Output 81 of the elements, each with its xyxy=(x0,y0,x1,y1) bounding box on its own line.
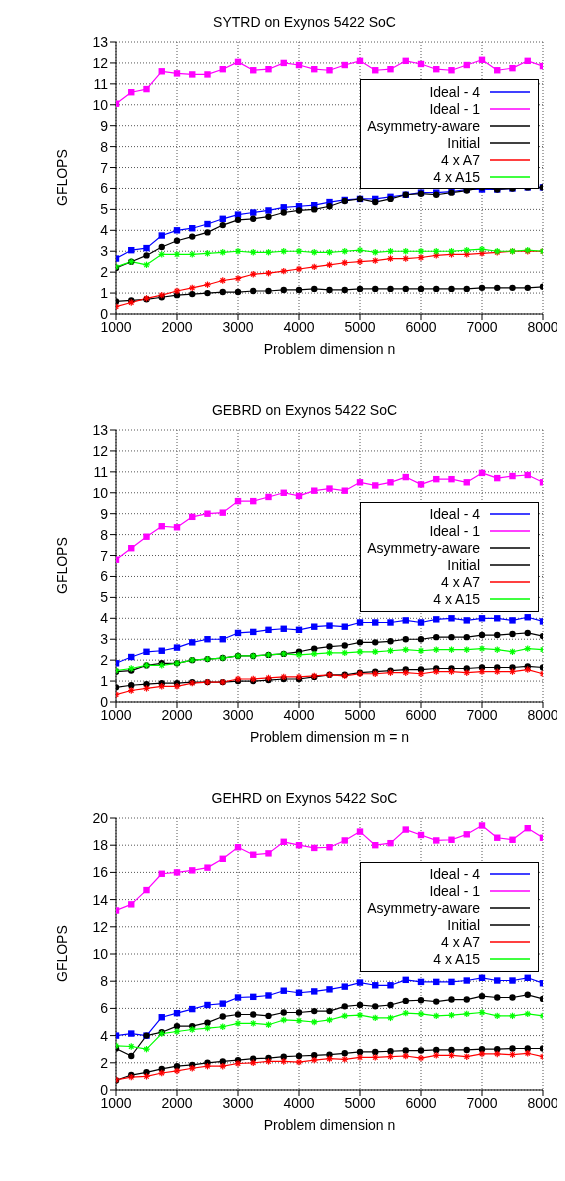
y-tick-label: 1 xyxy=(100,673,109,690)
legend-label: Ideal - 1 xyxy=(429,883,480,900)
legend-label: Initial xyxy=(447,557,480,574)
legend-label: 4 x A15 xyxy=(433,591,480,608)
x-tick-label: 6000 xyxy=(405,706,437,723)
x-tick-label: 7000 xyxy=(466,706,498,723)
legend-label: Ideal - 1 xyxy=(429,100,480,117)
x-tick-label: 3000 xyxy=(222,706,254,723)
y-tick-label: 8 xyxy=(100,526,109,543)
y-tick-label: 2 xyxy=(100,264,109,281)
y-tick-label: 7 xyxy=(100,547,109,564)
y-tick-label: 7 xyxy=(100,159,109,176)
x-axis-title: Problem dimension n xyxy=(263,341,396,357)
y-tick-label: 14 xyxy=(92,891,109,908)
y-tick-label: 13 xyxy=(92,421,109,438)
y-tick-label: 6 xyxy=(100,568,109,585)
y-tick-label: 9 xyxy=(100,117,109,134)
legend-label: Ideal - 4 xyxy=(429,506,480,523)
y-tick-label: 13 xyxy=(92,33,109,50)
x-tick-label: 6000 xyxy=(405,318,437,335)
legend-label: Asymmetry-aware xyxy=(367,540,480,557)
x-tick-label: 2000 xyxy=(161,706,193,723)
legend-label: 4 x A15 xyxy=(433,951,480,968)
legend-label: 4 x A7 xyxy=(441,934,480,951)
y-tick-label: 12 xyxy=(92,442,109,459)
x-axis-title: Problem dimension n xyxy=(263,1117,396,1133)
x-tick-label: 2000 xyxy=(161,318,193,335)
y-tick-label: 12 xyxy=(92,918,109,935)
y-tick-label: 6 xyxy=(100,1000,109,1017)
y-tick-label: 18 xyxy=(92,837,109,854)
y-tick-label: 4 xyxy=(100,222,109,239)
x-tick-label: 4000 xyxy=(283,1094,315,1111)
y-tick-label: 3 xyxy=(100,243,109,260)
y-tick-label: 8 xyxy=(100,138,109,155)
legend-label: Initial xyxy=(447,917,480,934)
y-tick-label: 16 xyxy=(92,864,109,881)
chart-title: GEHRD on Exynos 5422 SoC xyxy=(210,790,399,806)
legend-label: 4 x A15 xyxy=(433,168,480,185)
chart-title: SYTRD on Exynos 5422 SoC xyxy=(212,14,397,30)
y-tick-label: 10 xyxy=(92,484,109,501)
legend-label: Asymmetry-aware xyxy=(367,117,480,134)
x-tick-label: 3000 xyxy=(222,1094,254,1111)
y-tick-label: 2 xyxy=(100,1054,109,1071)
y-tick-label: 5 xyxy=(100,589,109,606)
x-tick-label: 2000 xyxy=(161,1094,193,1111)
chart-title: GEBRD on Exynos 5422 SoC xyxy=(210,402,399,418)
y-axis-title: GFLOPS xyxy=(53,537,70,594)
y-tick-label: 11 xyxy=(93,75,109,92)
x-tick-label: 3000 xyxy=(222,318,254,335)
legend-label: 4 x A7 xyxy=(441,151,480,168)
y-tick-label: 4 xyxy=(100,1027,109,1044)
y-tick-label: 10 xyxy=(92,96,109,113)
legend-label: Ideal - 1 xyxy=(429,523,480,540)
legend-label: Initial xyxy=(447,134,480,151)
y-tick-label: 9 xyxy=(100,505,109,522)
y-tick-label: 20 xyxy=(92,809,109,826)
x-tick-label: 5000 xyxy=(344,1094,376,1111)
y-axis-title: GFLOPS xyxy=(53,925,70,982)
legend-label: 4 x A7 xyxy=(441,574,480,591)
y-tick-label: 1 xyxy=(100,285,109,302)
y-tick-label: 8 xyxy=(100,973,109,990)
y-tick-label: 6 xyxy=(100,180,109,197)
y-tick-label: 4 xyxy=(100,610,109,627)
x-tick-label: 5000 xyxy=(344,706,376,723)
y-tick-label: 5 xyxy=(100,201,109,218)
x-tick-label: 4000 xyxy=(283,706,315,723)
x-tick-label: 4000 xyxy=(283,318,315,335)
y-tick-label: 2 xyxy=(100,652,109,669)
y-tick-label: 11 xyxy=(93,463,109,480)
legend-label: Ideal - 4 xyxy=(429,83,480,100)
y-tick-label: 12 xyxy=(92,54,109,71)
x-axis-title: Problem dimension m = n xyxy=(249,729,410,745)
legend-label: Asymmetry-aware xyxy=(367,900,480,917)
y-tick-label: 3 xyxy=(100,631,109,648)
x-tick-label: 6000 xyxy=(405,1094,437,1111)
legend-label: Ideal - 4 xyxy=(429,866,480,883)
x-tick-label: 5000 xyxy=(344,318,376,335)
y-axis-title: GFLOPS xyxy=(53,149,70,206)
x-tick-label: 7000 xyxy=(466,318,498,335)
x-tick-label: 7000 xyxy=(466,1094,498,1111)
y-tick-label: 10 xyxy=(92,945,109,962)
